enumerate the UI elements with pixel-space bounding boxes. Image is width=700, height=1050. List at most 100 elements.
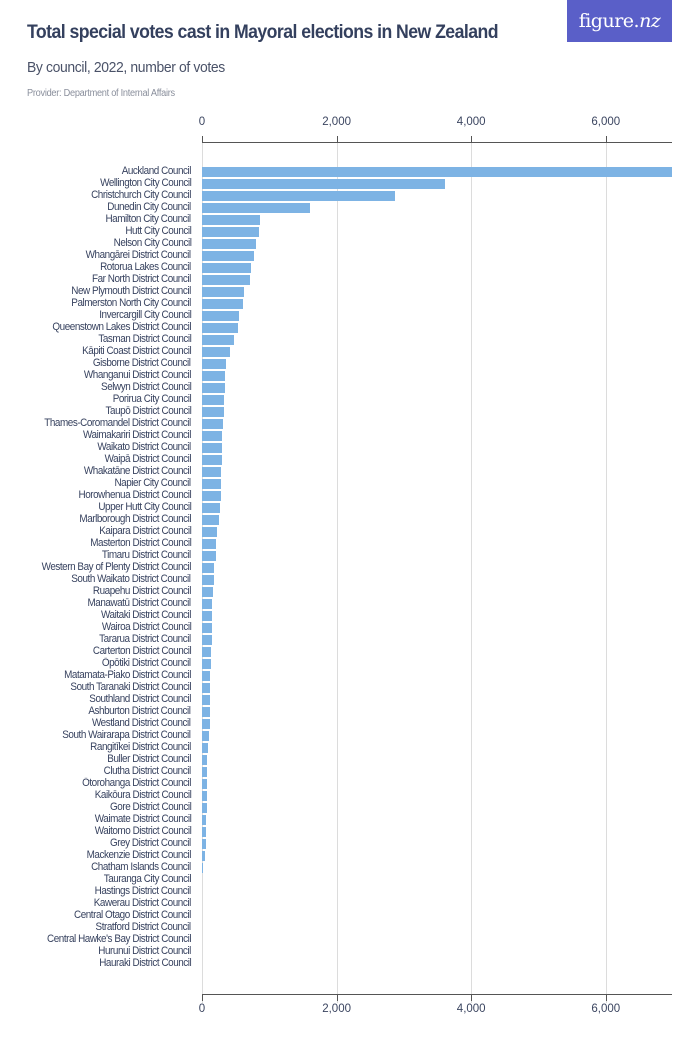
bar-row: Ōtorohanga District Council [0,777,700,790]
bar[interactable] [202,803,207,813]
category-label: Rotorua Lakes Council [100,261,191,273]
bar[interactable] [202,455,222,465]
bar[interactable] [202,563,215,573]
category-label: Invercargill City Council [98,309,192,321]
bar-row: Waimate District Council [0,813,700,826]
bar[interactable] [202,515,220,525]
category-label: Tararua District Council [99,633,191,645]
category-label: New Plymouth District Council [71,285,191,297]
bar-row: Far North District Council [0,273,700,286]
bar[interactable] [202,827,207,837]
bar[interactable] [202,707,210,717]
category-label: Westland District Council [92,717,191,729]
category-label: Buller District Council [107,753,191,765]
bar[interactable] [202,671,211,681]
category-label: Waimate District Council [94,813,191,825]
bar[interactable] [202,647,212,657]
figure-nz-logo[interactable]: figure. nz [567,0,672,42]
bar-row: South Waikato District Council [0,573,700,586]
bar[interactable] [202,539,217,549]
category-label: Gisborne District Council [93,357,191,369]
category-label: Central Otago District Council [74,909,191,921]
bar[interactable] [202,851,206,861]
bar[interactable] [202,299,243,309]
bar[interactable] [202,839,206,849]
bar[interactable] [202,755,208,765]
bar-row: Mackenzie District Council [0,849,700,862]
category-label: Dunedin City Council [107,201,192,213]
bar-row: Waipā District Council [0,453,700,466]
bar[interactable] [202,419,224,429]
bar[interactable] [202,623,212,633]
bar[interactable] [202,719,210,729]
bar[interactable] [202,611,212,621]
bar[interactable] [202,203,310,213]
bar[interactable] [202,359,226,369]
category-label: Waitaki District Council [100,609,192,621]
bar[interactable] [202,215,261,225]
bar-row: Napier City Council [0,477,700,490]
bar[interactable] [202,227,260,237]
bar[interactable] [202,371,226,381]
bottom-axis-tick [605,994,607,1001]
bar-row: Southland District Council [0,693,700,706]
bar[interactable] [202,323,239,333]
bar[interactable] [202,383,225,393]
bar[interactable] [202,767,208,777]
bar-row: Whanganui District Council [0,369,700,382]
bar[interactable] [202,599,212,609]
bar[interactable] [202,743,208,753]
bar[interactable] [202,479,221,489]
category-label: Kāpiti Coast District Council [81,345,192,357]
bar[interactable] [202,791,207,801]
bar[interactable] [202,443,223,453]
bar-row: Chatham Islands Council [0,861,700,874]
bottom-axis-tick-label: 0 [198,1003,206,1015]
category-label: Waimakariri District Council [82,429,192,441]
bar-row: Selwyn District Council [0,381,700,394]
bar[interactable] [202,503,220,513]
bar-row: Hauraki District Council [0,957,700,970]
bar[interactable] [202,779,207,789]
bar[interactable] [202,191,396,201]
bar-row: Palmerston North City Council [0,297,700,310]
bar[interactable] [202,167,672,177]
bar[interactable] [202,407,225,417]
bar[interactable] [202,587,214,597]
bar-row: Tauranga City Council [0,873,700,886]
bar[interactable] [202,731,209,741]
bar[interactable] [202,815,207,825]
chart-title: Total special votes cast in Mayoral elec… [27,22,499,43]
bar[interactable] [202,491,221,501]
bar-row: Buller District Council [0,753,700,766]
bar-row: South Taranaki District Council [0,681,700,694]
bar[interactable] [202,311,239,321]
bar[interactable] [202,287,244,297]
bar[interactable] [202,395,225,405]
bar-row: Marlborough District Council [0,513,700,526]
bar[interactable] [202,263,251,273]
bar[interactable] [202,179,445,189]
bar[interactable] [202,239,257,249]
bar[interactable] [202,251,254,261]
bar[interactable] [202,659,211,669]
bar[interactable] [202,275,250,285]
bar[interactable] [202,683,211,693]
bar[interactable] [202,467,222,477]
bar-row: Carterton District Council [0,645,700,658]
bar-row: Hamilton City Council [0,213,700,226]
bar[interactable] [202,335,234,345]
category-label: South Wairarapa District Council [62,729,192,741]
bar[interactable] [202,575,214,585]
bar-row: Gisborne District Council [0,357,700,370]
bar[interactable] [202,551,216,561]
bar[interactable] [202,347,231,357]
bar[interactable] [202,635,212,645]
bar[interactable] [202,695,211,705]
category-label: Palmerston North City Council [71,297,191,309]
category-label: Hastings District Council [94,885,191,897]
bar[interactable] [202,431,223,441]
bar[interactable] [202,527,218,537]
bottom-axis-tick [336,994,338,1001]
